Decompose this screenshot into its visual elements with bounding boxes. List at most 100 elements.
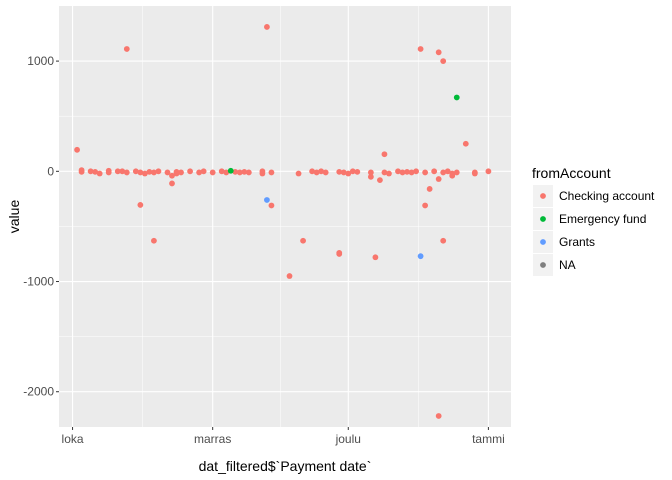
data-point [462, 140, 469, 147]
legend-symbol [540, 216, 546, 222]
data-point [155, 168, 162, 175]
legend-symbol [540, 239, 546, 245]
data-point [440, 169, 447, 176]
data-point [422, 202, 429, 209]
data-point [435, 49, 442, 56]
data-point [440, 58, 447, 65]
data-point [340, 169, 347, 176]
data-point [123, 169, 130, 176]
data-point [422, 169, 429, 176]
data-point [164, 169, 171, 176]
data-point [146, 168, 153, 175]
data-point [386, 170, 392, 177]
data-point [372, 254, 379, 261]
data-point [173, 170, 180, 177]
data-point [313, 169, 320, 176]
data-point [354, 168, 361, 175]
legend-label: Emergency fund [559, 212, 646, 226]
data-point [264, 24, 270, 30]
data-point [435, 413, 442, 419]
data-point [399, 169, 406, 176]
data-point [417, 253, 424, 260]
data-point [381, 169, 388, 176]
data-point [151, 169, 157, 176]
data-point [336, 249, 343, 256]
data-point [232, 168, 239, 175]
data-point [178, 169, 184, 176]
x-axis-title: dat_filtered$`Payment date` [199, 458, 372, 474]
y-tick-label: 1000 [27, 54, 54, 68]
x-tick-label: loka [62, 432, 84, 446]
legend: fromAccount Checking account Emergency fu… [532, 165, 655, 276]
x-tick-label: marras [194, 432, 231, 446]
data-point [417, 46, 424, 52]
grid-major [59, 6, 511, 427]
y-tick-label: 0 [47, 164, 54, 178]
data-point [151, 237, 157, 244]
x-tick-label: tammi [472, 432, 505, 446]
data-point [453, 169, 460, 176]
legend-label: Checking account [559, 189, 655, 203]
legend-title: fromAccount [532, 165, 611, 181]
data-point [395, 168, 401, 175]
legend-label: Grants [559, 235, 595, 249]
data-point [87, 168, 94, 175]
data-point [141, 170, 148, 177]
y-axis-title: value [6, 200, 22, 234]
legend-symbol [540, 262, 546, 268]
data-point [227, 167, 234, 174]
data-point [119, 168, 126, 175]
data-point [200, 168, 207, 175]
data-point [92, 168, 99, 175]
plot-panel [59, 6, 511, 427]
data-point [426, 186, 433, 192]
data-point [268, 169, 275, 176]
data-point [381, 151, 388, 158]
data-point [114, 168, 121, 175]
data-point [345, 170, 352, 177]
y-tick-label: -2000 [23, 385, 54, 399]
x-tick-label: joulu [335, 432, 361, 446]
data-point [137, 202, 144, 208]
data-point [318, 168, 325, 175]
data-point [367, 169, 374, 176]
data-point [440, 237, 447, 244]
data-point [309, 168, 316, 175]
axis-ticks: -2000 -1000 0 1000 loka marras joulu tammi [23, 54, 504, 446]
data-point [209, 169, 216, 176]
data-point [453, 94, 460, 101]
data-point [223, 169, 230, 176]
data-point [236, 169, 243, 176]
data-point [435, 176, 442, 182]
data-point [78, 167, 85, 174]
data-point [322, 169, 329, 176]
data-point [336, 168, 343, 175]
data-point [300, 237, 306, 244]
data-point [169, 172, 175, 179]
y-tick-label: -1000 [23, 275, 54, 289]
data-point [137, 169, 144, 176]
grid-minor [59, 6, 511, 427]
data-point [444, 168, 451, 175]
data-point [349, 168, 356, 175]
data-point [286, 273, 293, 279]
data-point [132, 168, 139, 175]
data-point [241, 168, 248, 175]
data-point [259, 170, 266, 177]
data-point [404, 168, 410, 175]
data-point [295, 170, 302, 177]
data-point [377, 177, 383, 184]
data-point [96, 170, 103, 177]
data-point [196, 169, 203, 176]
data-point [449, 170, 456, 177]
data-point [105, 167, 112, 174]
data-point [74, 146, 80, 153]
data-point [187, 168, 193, 175]
data-points [74, 24, 492, 419]
data-point [264, 197, 270, 203]
legend-label: NA [559, 258, 576, 272]
data-point [471, 170, 478, 177]
data-point [408, 169, 415, 176]
data-point [123, 46, 130, 52]
